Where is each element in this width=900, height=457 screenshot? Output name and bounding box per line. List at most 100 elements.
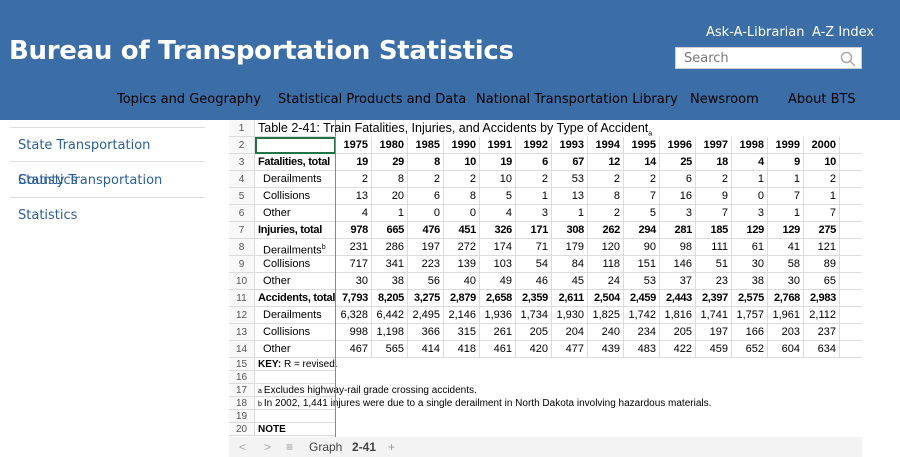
menu-icon[interactable]: ≡ (286, 440, 294, 454)
data-cell: 10 (444, 154, 480, 171)
data-cell: 9 (696, 188, 732, 205)
next-icon[interactable]: > (264, 440, 272, 454)
data-cell: 6 (408, 188, 444, 205)
cell (840, 256, 862, 273)
label-text: Derailments (263, 309, 322, 321)
row-label: Other (263, 341, 291, 358)
data-cell: 204 (552, 324, 588, 341)
label-text: Other (263, 275, 291, 287)
data-cell: 58 (768, 256, 804, 273)
data-cell: 38 (372, 273, 408, 290)
data-cell: 2 (516, 171, 552, 188)
top-link[interactable]: A-Z Index (812, 25, 875, 40)
tab[interactable]: Graph (309, 440, 343, 454)
row-number: 6 (229, 205, 255, 222)
row-number: 1 (229, 120, 255, 137)
data-cell: 18 (696, 154, 732, 171)
data-cell: 24 (588, 273, 624, 290)
data-cell: 483 (624, 341, 660, 358)
row-number: 5 (229, 188, 255, 205)
data-cell: 7 (768, 188, 804, 205)
data-cell: 3 (732, 205, 768, 222)
data-cell: 439 (588, 341, 624, 358)
row-label: Derailments (263, 171, 322, 188)
table-title: Table 2-41: Train Fatalities, Injuries, … (258, 120, 653, 138)
year-header: 1999 (768, 137, 804, 154)
label-text: Other (263, 343, 291, 355)
search-icon[interactable] (840, 51, 856, 67)
data-cell: 366 (408, 324, 444, 341)
nav-link[interactable]: Statistical Products and Data (278, 92, 467, 107)
data-cell: 1 (516, 188, 552, 205)
data-cell: 2,879 (444, 290, 480, 307)
search-box[interactable]: Search (675, 47, 862, 69)
row-label: Fatalities, total (258, 154, 330, 171)
row-number: 10 (229, 273, 255, 290)
data-cell: 12 (588, 154, 624, 171)
cell (840, 188, 862, 205)
data-cell: 0 (444, 205, 480, 222)
data-cell: 272 (444, 239, 480, 256)
data-cell: 51 (696, 256, 732, 273)
data-cell: 4 (336, 205, 372, 222)
year-header: 1975 (336, 137, 372, 154)
data-cell: 998 (336, 324, 372, 341)
data-cell: 1,741 (696, 307, 732, 324)
row-number: 14 (229, 341, 255, 358)
sidebar-link[interactable]: State Transportation Statistics (10, 127, 205, 188)
data-cell: 1 (732, 171, 768, 188)
label-text: Accidents, total (258, 292, 336, 304)
footnote: a Excludes highway-rail grade crossing ac… (258, 384, 477, 397)
nav-link[interactable]: National Transportation Library (476, 92, 678, 107)
row-label: Derailments (263, 307, 322, 324)
site-title[interactable]: Bureau of Transportation Statistics (9, 36, 514, 66)
data-cell: 53 (624, 273, 660, 290)
data-cell: 1,742 (624, 307, 660, 324)
footnote-mark: a (258, 388, 262, 395)
top-link[interactable]: Ask-A-Librarian (706, 25, 805, 40)
data-cell: 476 (408, 222, 444, 239)
nav-link[interactable]: Topics and Geography (117, 92, 261, 107)
row-label: Collisions (263, 256, 310, 273)
prev-icon[interactable]: < (239, 440, 247, 454)
data-cell: 1,734 (516, 307, 552, 324)
data-cell: 5 (624, 205, 660, 222)
data-cell: 10 (804, 154, 840, 171)
row-number: 4 (229, 171, 255, 188)
data-cell: 1,825 (588, 307, 624, 324)
data-cell: 98 (660, 239, 696, 256)
cell (840, 154, 862, 171)
data-cell: 1,816 (660, 307, 696, 324)
data-cell: 634 (804, 341, 840, 358)
data-cell: 103 (480, 256, 516, 273)
data-cell: 129 (768, 222, 804, 239)
cell (840, 137, 862, 154)
nav-link[interactable]: About BTS (788, 92, 856, 107)
cell (840, 273, 862, 290)
data-cell: 459 (696, 341, 732, 358)
sidebar-link[interactable]: County Transportation Statistics (10, 163, 205, 223)
data-cell: 2,397 (696, 290, 732, 307)
data-cell: 6,442 (372, 307, 408, 324)
nav-link[interactable]: Newsroom (690, 92, 759, 107)
data-cell: 7 (804, 205, 840, 222)
add-icon[interactable]: + (388, 440, 396, 454)
year-header: 1992 (516, 137, 552, 154)
data-cell: 3 (660, 205, 696, 222)
title-text: Table 2-41: Train Fatalities, Injuries, … (258, 121, 649, 135)
cell (840, 239, 862, 256)
data-cell: 13 (552, 188, 588, 205)
data-cell: 30 (768, 273, 804, 290)
data-cell: 477 (552, 341, 588, 358)
data-cell: 121 (804, 239, 840, 256)
tab-active[interactable]: 2-41 (352, 440, 377, 454)
data-cell: 261 (480, 324, 516, 341)
row-label: Collisions (263, 188, 310, 205)
row-number: 20 (229, 423, 255, 436)
year-header: 1993 (552, 137, 588, 154)
cell (840, 341, 862, 358)
data-cell: 2 (444, 171, 480, 188)
data-cell: 2,495 (408, 307, 444, 324)
data-cell: 179 (552, 239, 588, 256)
title-note: a (648, 130, 653, 138)
